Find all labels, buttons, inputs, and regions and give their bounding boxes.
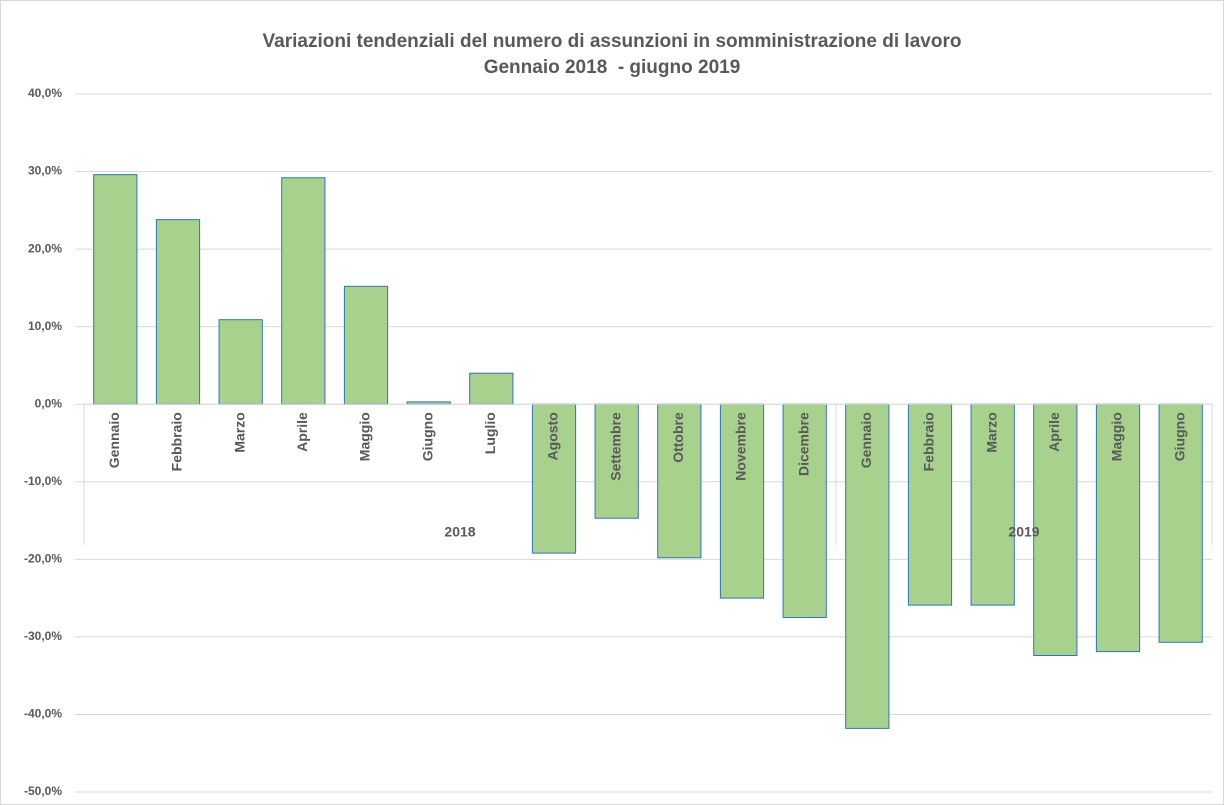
bar: [218, 319, 263, 405]
x-tick-label: Aprile: [294, 412, 310, 452]
x-tick-label: Dicembre: [795, 412, 811, 476]
bar: [719, 403, 765, 599]
x-tick-label: Giugno: [419, 412, 435, 461]
y-tick-label: -30,0%: [24, 629, 62, 643]
y-tick-label: 20,0%: [28, 241, 62, 255]
bar: [970, 403, 1015, 606]
x-tick-label: Ottobre: [670, 412, 686, 463]
x-tick-label: Gennaio: [858, 412, 874, 468]
y-tick-label: -40,0%: [24, 707, 62, 721]
group-label: 2019: [1008, 524, 1039, 540]
bar: [1095, 403, 1141, 653]
bar: [155, 219, 201, 405]
x-tick-label: Agosto: [545, 412, 561, 460]
x-tick-label: Settembre: [607, 412, 623, 481]
chart-title: Variazioni tendenziali del numero di ass…: [263, 31, 962, 52]
bar: [1158, 403, 1203, 643]
bar: [93, 174, 138, 405]
y-tick-label: 30,0%: [28, 164, 62, 178]
bar: [1033, 403, 1078, 657]
bar: [657, 403, 702, 559]
bar: [594, 403, 639, 519]
y-tick-label: 0,0%: [35, 396, 63, 410]
x-tick-label: Novembre: [733, 412, 749, 481]
y-tick-label: -20,0%: [24, 552, 62, 566]
bar: [845, 403, 890, 729]
x-tick-label: Aprile: [1046, 412, 1062, 452]
y-tick-label: 10,0%: [28, 319, 62, 333]
y-tick-label: 40,0%: [28, 86, 62, 100]
y-tick-label: -50,0%: [24, 784, 62, 798]
bar: [907, 403, 953, 606]
y-tick-label: -10,0%: [24, 474, 62, 488]
bar: [531, 403, 577, 554]
x-tick-label: Luglio: [482, 412, 498, 454]
x-tick-label: Maggio: [1109, 412, 1125, 461]
group-label: 2018: [444, 524, 475, 540]
x-tick-label: Marzo: [231, 412, 247, 452]
bar: [782, 403, 827, 618]
bar: [469, 372, 514, 405]
x-tick-label: Marzo: [983, 412, 999, 452]
chart-subtitle: Gennaio 2018 - giugno 2019: [484, 57, 741, 78]
x-tick-label: Gennaio: [106, 412, 122, 468]
x-tick-label: Febbraio: [921, 412, 937, 471]
bar: [343, 285, 389, 405]
bar: [281, 177, 326, 405]
x-tick-label: Febbraio: [169, 412, 185, 471]
x-tick-label: Maggio: [357, 412, 373, 461]
x-tick-label: Giugno: [1171, 412, 1187, 461]
